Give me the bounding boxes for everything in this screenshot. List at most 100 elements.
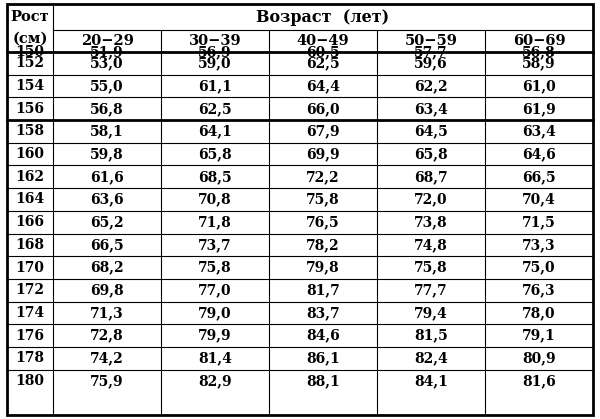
Text: 20−29: 20−29 — [80, 34, 133, 48]
Text: 60−69: 60−69 — [512, 34, 565, 48]
Text: 172: 172 — [16, 283, 44, 297]
Text: 178: 178 — [16, 351, 44, 365]
Text: 75,8: 75,8 — [198, 261, 232, 274]
Text: 51,9: 51,9 — [90, 45, 124, 59]
Text: 170: 170 — [16, 261, 44, 274]
Text: 75,8: 75,8 — [306, 192, 340, 207]
Text: 71,5: 71,5 — [522, 215, 556, 229]
Text: 75,8: 75,8 — [414, 261, 448, 274]
Text: 61,6: 61,6 — [90, 170, 124, 184]
Text: 63,6: 63,6 — [90, 192, 124, 207]
Text: 156: 156 — [16, 102, 44, 116]
Text: 152: 152 — [16, 56, 44, 70]
Text: 82,4: 82,4 — [414, 351, 448, 365]
Text: 73,7: 73,7 — [198, 238, 232, 252]
Text: 63,4: 63,4 — [522, 124, 556, 138]
Text: 65,8: 65,8 — [414, 147, 448, 161]
Text: 68,7: 68,7 — [414, 170, 448, 184]
Text: 59,0: 59,0 — [198, 56, 232, 70]
Text: 64,4: 64,4 — [306, 79, 340, 93]
Text: 79,0: 79,0 — [198, 306, 232, 320]
Text: 71,8: 71,8 — [198, 215, 232, 229]
Text: 150: 150 — [16, 45, 44, 59]
Text: 162: 162 — [16, 170, 44, 184]
Text: 158: 158 — [16, 124, 44, 138]
Text: 60,5: 60,5 — [306, 45, 340, 59]
Text: 176: 176 — [16, 328, 44, 343]
Text: 62,5: 62,5 — [306, 56, 340, 70]
Text: 180: 180 — [16, 374, 44, 388]
Text: 65,8: 65,8 — [198, 147, 232, 161]
Text: 74,8: 74,8 — [414, 238, 448, 252]
Text: 65,2: 65,2 — [90, 215, 124, 229]
Text: 62,2: 62,2 — [414, 79, 448, 93]
Text: 59,6: 59,6 — [414, 56, 448, 70]
Text: 64,1: 64,1 — [198, 124, 232, 138]
Text: 166: 166 — [16, 215, 44, 229]
Text: 78,2: 78,2 — [306, 238, 340, 252]
Text: 78,0: 78,0 — [522, 306, 556, 320]
Text: 81,5: 81,5 — [414, 328, 448, 343]
Text: 66,5: 66,5 — [522, 170, 556, 184]
Text: 69,9: 69,9 — [306, 147, 340, 161]
Text: 84,6: 84,6 — [306, 328, 340, 343]
Text: (см): (см) — [13, 31, 47, 46]
Text: 62,5: 62,5 — [198, 102, 232, 116]
Text: 50−59: 50−59 — [404, 34, 457, 48]
Text: 83,7: 83,7 — [306, 306, 340, 320]
Text: Возраст  (лет): Возраст (лет) — [256, 8, 389, 26]
Text: 79,1: 79,1 — [522, 328, 556, 343]
Text: 71,3: 71,3 — [90, 306, 124, 320]
Text: 154: 154 — [16, 79, 44, 93]
Text: 55,0: 55,0 — [90, 79, 124, 93]
Text: 30−39: 30−39 — [188, 34, 241, 48]
Text: 68,2: 68,2 — [90, 261, 124, 274]
Text: 81,6: 81,6 — [522, 374, 556, 388]
Text: 77,7: 77,7 — [414, 283, 448, 297]
Text: 66,5: 66,5 — [90, 238, 124, 252]
Text: 79,8: 79,8 — [306, 261, 340, 274]
Text: 66,0: 66,0 — [306, 102, 340, 116]
Text: 174: 174 — [16, 306, 44, 320]
Text: 77,0: 77,0 — [198, 283, 232, 297]
Text: 168: 168 — [16, 238, 44, 252]
Text: 75,0: 75,0 — [522, 261, 556, 274]
Text: 74,2: 74,2 — [90, 351, 124, 365]
Text: 56,9: 56,9 — [198, 45, 232, 59]
Text: 61,0: 61,0 — [522, 79, 556, 93]
Text: 164: 164 — [16, 192, 44, 207]
Text: 64,6: 64,6 — [522, 147, 556, 161]
Text: 72,0: 72,0 — [414, 192, 448, 207]
Text: 56,8: 56,8 — [90, 102, 124, 116]
Text: 81,7: 81,7 — [306, 283, 340, 297]
Text: 70,8: 70,8 — [198, 192, 232, 207]
Text: 64,5: 64,5 — [414, 124, 448, 138]
Text: 58,1: 58,1 — [90, 124, 124, 138]
Text: 58,9: 58,9 — [522, 56, 556, 70]
Text: 59,8: 59,8 — [90, 147, 124, 161]
Text: 82,9: 82,9 — [198, 374, 232, 388]
Text: Рост: Рост — [11, 10, 49, 24]
Text: 79,9: 79,9 — [198, 328, 232, 343]
Text: 53,0: 53,0 — [90, 56, 124, 70]
Text: 61,1: 61,1 — [198, 79, 232, 93]
Text: 86,1: 86,1 — [306, 351, 340, 365]
Text: 79,4: 79,4 — [414, 306, 448, 320]
Text: 75,9: 75,9 — [90, 374, 124, 388]
Text: 70,4: 70,4 — [522, 192, 556, 207]
Text: 56,8: 56,8 — [522, 45, 556, 59]
Text: 81,4: 81,4 — [198, 351, 232, 365]
Text: 67,9: 67,9 — [306, 124, 340, 138]
Text: 88,1: 88,1 — [306, 374, 340, 388]
Text: 80,9: 80,9 — [522, 351, 556, 365]
Text: 40−49: 40−49 — [296, 34, 349, 48]
Text: 76,5: 76,5 — [306, 215, 340, 229]
Text: 72,2: 72,2 — [306, 170, 340, 184]
Text: 61,9: 61,9 — [522, 102, 556, 116]
Text: 84,1: 84,1 — [414, 374, 448, 388]
Text: 69,8: 69,8 — [90, 283, 124, 297]
Text: 57,7: 57,7 — [414, 45, 448, 59]
Text: 76,3: 76,3 — [522, 283, 556, 297]
Text: 72,8: 72,8 — [90, 328, 124, 343]
Text: 160: 160 — [16, 147, 44, 161]
